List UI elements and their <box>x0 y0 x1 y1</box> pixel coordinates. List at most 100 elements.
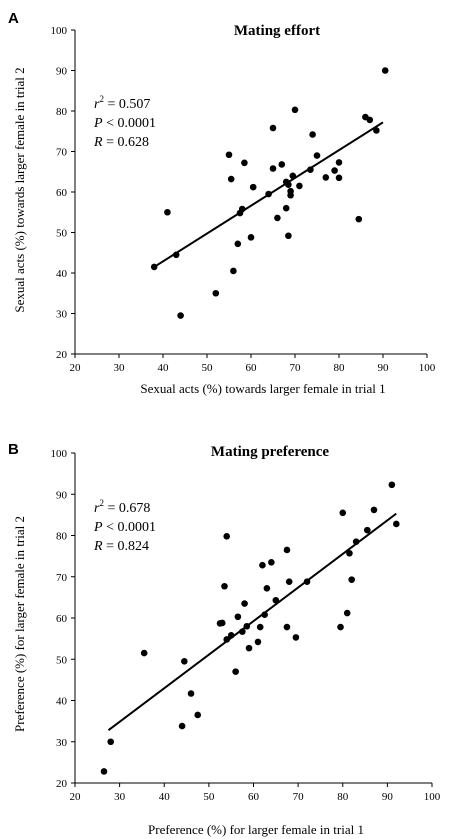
data-point <box>100 768 108 775</box>
y-axis-label: Preference (%) for larger female in tria… <box>12 516 27 732</box>
x-tick-label: 90 <box>382 791 394 803</box>
y-axis-label: Sexual acts (%) towards larger female in… <box>12 67 27 312</box>
data-point <box>337 623 344 631</box>
data-point <box>107 738 114 746</box>
x-tick-label: 60 <box>246 362 258 374</box>
x-tick-label: 50 <box>203 791 215 803</box>
data-point <box>348 576 355 583</box>
data-point <box>373 127 380 134</box>
data-point <box>335 159 343 166</box>
data-point <box>268 559 275 566</box>
x-tick-label: 100 <box>419 362 436 374</box>
data-point <box>256 623 264 631</box>
data-point <box>307 166 314 174</box>
data-point <box>178 722 186 730</box>
data-point <box>346 549 353 557</box>
data-point <box>172 251 180 259</box>
stat-r-squared: r2 = 0.507 <box>94 94 150 112</box>
data-point <box>283 623 291 631</box>
x-tick-label: 40 <box>158 362 170 374</box>
data-point <box>241 159 248 167</box>
x-tick-label: 40 <box>159 791 171 803</box>
x-tick-label: 70 <box>293 791 305 803</box>
data-point <box>283 546 291 554</box>
x-tick-label: 50 <box>202 362 214 374</box>
y-tick-label: 90 <box>56 66 68 78</box>
data-point <box>234 613 242 621</box>
data-point <box>232 668 239 675</box>
data-point <box>282 204 290 212</box>
stat-r-squared: r2 = 0.678 <box>94 498 150 516</box>
data-point <box>225 151 233 159</box>
stats-annotation: r2 = 0.678 P < 0.0001 R = 0.824 <box>93 498 156 554</box>
data-point <box>285 232 292 240</box>
data-point <box>274 214 281 222</box>
data-point <box>238 205 246 213</box>
y-tick-label: 70 <box>56 572 68 584</box>
data-point <box>239 628 246 635</box>
x-tick-label: 90 <box>378 362 390 374</box>
panel-mating-preference: B Mating preference Preference (%) for l… <box>8 441 441 837</box>
stats-annotation: r2 = 0.507 P < 0.0001 R = 0.628 <box>93 94 156 150</box>
x-tick-label: 20 <box>70 362 82 374</box>
x-tick-label: 70 <box>290 362 302 374</box>
y-tick-label: 80 <box>56 531 68 543</box>
data-point <box>140 649 148 657</box>
data-point <box>259 561 266 569</box>
data-point <box>366 116 374 124</box>
data-point <box>285 181 292 189</box>
y-tick-label: 70 <box>56 147 68 159</box>
data-point <box>363 526 371 534</box>
y-tick-label: 50 <box>56 654 68 666</box>
data-point <box>227 632 235 639</box>
data-point <box>303 578 311 585</box>
data-point <box>388 481 396 489</box>
data-point <box>177 312 184 319</box>
panel-mating-effort: A Mating effort Sexual acts (%) towards … <box>8 10 436 396</box>
data-point <box>164 208 171 216</box>
data-point <box>247 234 255 241</box>
data-point <box>234 240 242 248</box>
y-tick-label: 40 <box>56 268 68 280</box>
y-tick-label: 90 <box>56 489 68 501</box>
data-point <box>289 172 297 180</box>
y-tick-label: 20 <box>56 349 68 361</box>
data-point <box>285 578 293 585</box>
data-point <box>261 611 268 618</box>
data-point <box>313 152 321 159</box>
y-tick-label: 40 <box>56 696 68 708</box>
data-point <box>218 619 226 627</box>
data-point <box>230 267 237 275</box>
data-point <box>263 585 271 592</box>
data-point <box>352 538 360 545</box>
y-tick-label: 30 <box>56 737 68 749</box>
data-point <box>243 622 251 630</box>
y-tick-label: 30 <box>56 309 68 321</box>
data-point <box>150 263 158 271</box>
y-tick-label: 60 <box>56 613 68 625</box>
data-point <box>339 509 347 517</box>
data-point <box>381 67 389 74</box>
data-point <box>223 533 231 540</box>
data-point <box>309 131 316 138</box>
data-point <box>355 215 363 223</box>
y-tick-label: 20 <box>56 778 68 790</box>
x-tick-label: 30 <box>114 362 126 374</box>
y-tick-label: 100 <box>51 448 68 460</box>
data-point <box>227 175 235 183</box>
data-point <box>269 124 277 132</box>
data-point <box>278 161 286 168</box>
x-axis-label: Sexual acts (%) towards larger female in… <box>140 381 385 396</box>
panel-label: B <box>8 441 19 458</box>
y-tick-label: 60 <box>56 187 68 199</box>
data-point <box>245 644 253 652</box>
x-tick-label: 20 <box>70 791 82 803</box>
data-point <box>331 167 338 174</box>
data-point <box>322 174 330 181</box>
y-tick-label: 80 <box>56 106 68 118</box>
data-point <box>287 191 294 199</box>
data-point <box>272 596 280 604</box>
x-tick-label: 60 <box>248 791 260 803</box>
data-point <box>292 634 300 641</box>
